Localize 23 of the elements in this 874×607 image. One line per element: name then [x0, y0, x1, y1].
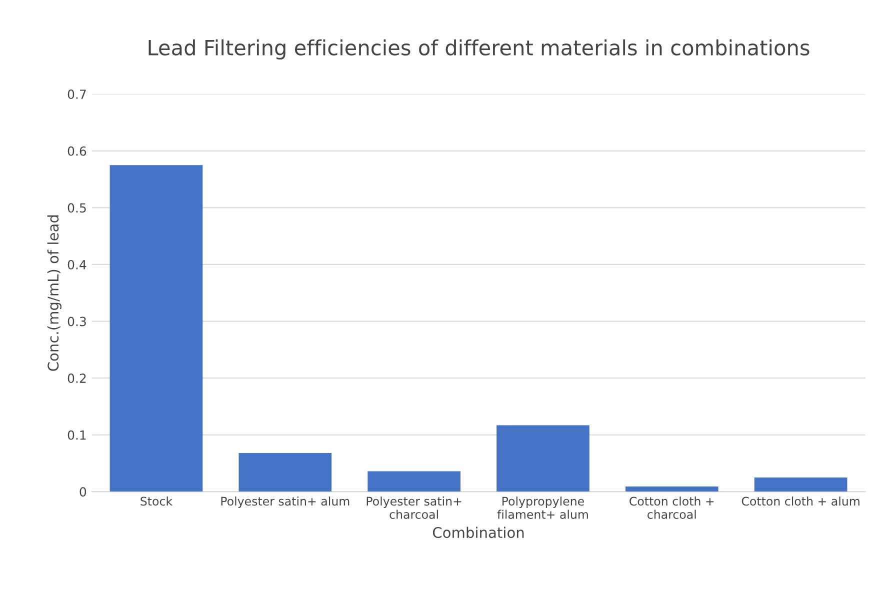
- x-tick-label: Polyester satin+ alum: [221, 496, 350, 508]
- y-tick-label: 0.4: [68, 260, 86, 270]
- bar: [754, 477, 848, 492]
- x-axis-title: Combination: [432, 526, 524, 538]
- y-tick-label: 0.5: [68, 203, 86, 213]
- chart-title: Lead Filtering efficiencies of different materials in combinations: [148, 39, 810, 60]
- bar: [238, 453, 332, 492]
- y-tick-label: 0.7: [68, 90, 86, 100]
- y-axis-title: Conc.(mg/mL) of lead: [47, 215, 62, 371]
- y-tick-label: 0: [80, 487, 86, 497]
- bar: [368, 471, 460, 492]
- x-tick-label: Cotton cloth + alum: [742, 496, 860, 506]
- y-tick-label: 0.6: [68, 146, 86, 156]
- bar: [496, 425, 590, 492]
- x-tick-label: Cotton cloth + charcoal: [630, 496, 714, 519]
- y-tick-label: 0.3: [68, 316, 86, 326]
- bar: [110, 165, 203, 492]
- bar: [625, 486, 718, 492]
- x-tick-label: Polypropylene filament+ alum: [497, 496, 588, 519]
- x-tick-label: Stock: [140, 496, 173, 506]
- y-tick-label: 0.2: [68, 374, 86, 383]
- x-tick-label: Polyester satin+ charcoal: [366, 496, 462, 519]
- y-tick-label: 0.1: [68, 430, 86, 440]
